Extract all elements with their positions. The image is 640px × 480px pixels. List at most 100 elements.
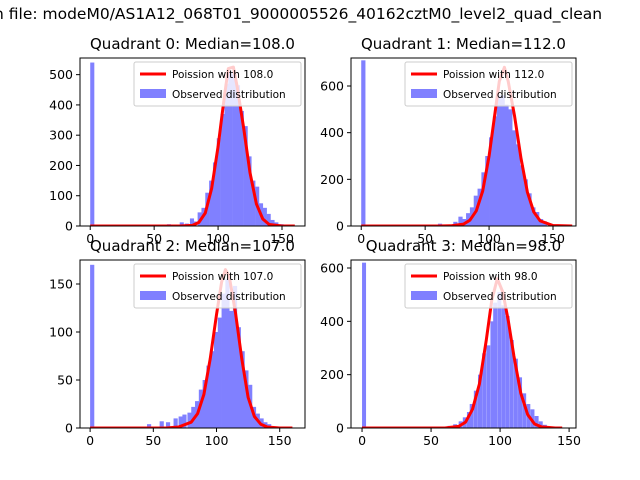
x-tick-label: 150 <box>541 231 565 246</box>
x-tick-label: 0 <box>86 231 94 246</box>
histogram-bar <box>198 389 203 428</box>
histogram-bar <box>178 416 183 428</box>
histogram-bar <box>501 305 506 428</box>
histogram-bar <box>477 374 482 428</box>
subplot-quadrant-1: 0 50 100 150 0 200 400 600 Quadrant 1: Median=11… <box>320 35 577 246</box>
histogram-bar <box>513 358 518 428</box>
histogram-bar <box>217 317 222 428</box>
subplot-title: Quadrant 2: Median=107.0 <box>90 237 295 255</box>
legend-hist-swatch <box>140 291 166 300</box>
axes-frame <box>350 57 577 227</box>
x-tick-label: 0 <box>358 433 366 448</box>
histogram-bar <box>509 340 514 428</box>
histogram-bar <box>224 83 229 226</box>
histogram-bar <box>527 193 532 226</box>
histogram-bar <box>187 412 192 428</box>
histogram-bar <box>225 279 230 428</box>
histogram-bar <box>512 130 517 226</box>
histogram-bar <box>262 207 267 226</box>
histogram-bar <box>492 116 498 226</box>
legend: Poission with 108.0 Observed distribution <box>133 61 302 107</box>
legend-entry-poisson: Poission with 112.0 <box>443 69 544 81</box>
histogram-bar <box>485 156 490 226</box>
histogram-bar <box>239 110 244 226</box>
histogram-bar <box>189 218 195 226</box>
legend: Poission with 112.0 Observed distribution <box>404 61 573 107</box>
histogram-bar <box>240 351 245 428</box>
subplot-title: Quadrant 3: Median=98.0 <box>366 237 561 255</box>
histogram-bar <box>489 137 494 226</box>
histogram-bar <box>179 222 184 226</box>
plot-area <box>90 62 295 226</box>
x-tick-label: 50 <box>145 433 161 448</box>
x-tick-label: 150 <box>270 231 294 246</box>
x-tick-label: 0 <box>86 433 94 448</box>
histogram-bar <box>523 179 528 226</box>
histogram-bar <box>493 302 498 428</box>
histogram-bar <box>229 310 234 428</box>
histogram-bar <box>266 213 271 226</box>
histogram-bar <box>458 216 463 226</box>
histogram-bar <box>243 126 248 226</box>
histogram-bar <box>251 180 256 226</box>
histogram-bar <box>486 345 491 428</box>
legend-entry-observed: Observed distribution <box>443 291 557 303</box>
histogram-bar <box>182 414 187 428</box>
histogram-bar <box>497 292 502 428</box>
x-tick-label: 100 <box>205 433 229 448</box>
legend-box <box>133 263 302 309</box>
histogram-bar <box>232 285 238 428</box>
y-tick-label: 200 <box>320 172 344 187</box>
histogram-bar <box>90 264 95 428</box>
legend-hist-swatch <box>411 89 437 98</box>
histogram-bar <box>505 316 510 428</box>
legend-hist-swatch <box>140 89 166 98</box>
x-tick-label: 150 <box>268 433 292 448</box>
x-tick-label: 150 <box>557 433 581 448</box>
y-tick-label: 150 <box>49 277 73 292</box>
histogram-bar <box>508 109 513 226</box>
histogram-bar <box>221 293 226 428</box>
histogram-bar <box>473 390 478 428</box>
subplot-quadrant-3: 0 50 100 150 0 200 400 600 Quadrant 3: Median=98… <box>320 237 581 448</box>
y-tick-label: 0 <box>65 421 73 436</box>
histogram-bar <box>522 393 527 428</box>
histogram-bar <box>228 71 233 226</box>
histogram-bar <box>477 188 482 226</box>
histogram-bar <box>90 62 95 226</box>
histogram-bar <box>247 156 252 226</box>
subplot-quadrant-2: 0 50 100 150 0 50 100 150 Quadrant 2: Median=107… <box>49 237 306 448</box>
legend: Poission with 107.0 Observed distribution <box>133 263 302 309</box>
legend-entry-poisson: Poission with 107.0 <box>172 271 273 283</box>
legend-entry-observed: Observed distribution <box>172 291 286 303</box>
y-tick-label: 0 <box>65 219 73 234</box>
histogram-bar <box>538 421 543 428</box>
legend-hist-swatch <box>411 291 437 300</box>
histogram-bar <box>361 60 366 226</box>
histogram-bar <box>244 370 249 428</box>
x-tick-label: 50 <box>423 433 439 448</box>
x-tick-label: 50 <box>417 231 433 246</box>
histogram-bar <box>216 138 221 226</box>
histogram-bar <box>515 144 521 226</box>
y-tick-label: 200 <box>49 158 73 173</box>
legend-box <box>404 263 573 309</box>
legend-entry-poisson: Poission with 108.0 <box>172 69 273 81</box>
y-tick-label: 100 <box>49 188 73 203</box>
legend-box <box>404 61 573 107</box>
histogram-bar <box>481 172 486 226</box>
histogram-bar <box>534 416 539 428</box>
histogram-bar <box>362 262 367 428</box>
histogram-bar <box>496 95 501 226</box>
legend-entry-observed: Observed distribution <box>172 89 286 101</box>
histogram-bar <box>270 219 275 226</box>
histogram-bar <box>220 114 225 226</box>
histogram-bar <box>212 162 218 226</box>
histogram-bar <box>531 207 536 226</box>
y-tick-label: 500 <box>49 67 73 82</box>
subplot-title: Quadrant 0: Median=108.0 <box>90 35 295 53</box>
histogram-bar <box>500 95 505 226</box>
histogram-bar <box>173 418 178 428</box>
figure-suptitle: n file: modeM0/AS1A12_068T01_9000005526_… <box>0 5 603 23</box>
